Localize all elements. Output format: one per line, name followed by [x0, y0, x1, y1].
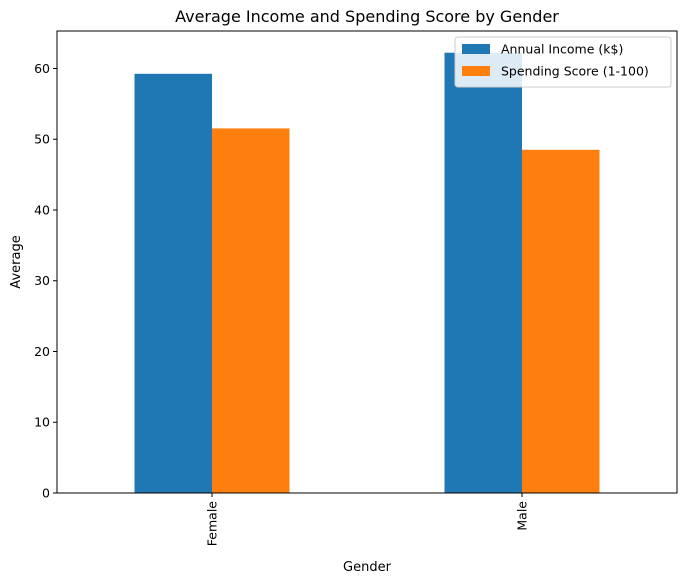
y-axis-label: Average [9, 235, 24, 288]
legend-items: Annual Income (k$) Spending Score (1-100) [462, 42, 649, 79]
legend-box [454, 36, 672, 88]
x-axis-label: Gender [343, 560, 392, 575]
y-tick-label: 20 [34, 344, 50, 359]
y-tick-label: 10 [34, 415, 50, 430]
plot-frame [56, 30, 678, 494]
y-tick-label: 30 [34, 273, 50, 288]
y-tick-label: 60 [34, 61, 50, 76]
x-axis-ticks: Female Male [205, 493, 530, 546]
bar-female-series-1 [134, 73, 212, 493]
x-tick-label-male: Male [515, 501, 530, 531]
legend: Annual Income (k$) Spending Score (1-100) [454, 36, 672, 88]
bar-male-series-2 [522, 149, 600, 493]
legend-label-2: Spending Score (1-100) [501, 64, 649, 79]
legend-swatch-1 [462, 44, 490, 54]
chart-title: Average Income and Spending Score by Gen… [175, 7, 559, 26]
bar-male-series-1 [444, 52, 522, 493]
bars-group [134, 52, 600, 493]
legend-swatch-2 [462, 66, 490, 76]
y-tick-label: 50 [34, 132, 50, 147]
y-tick-label: 0 [42, 486, 50, 501]
x-tick-label-female: Female [205, 501, 220, 547]
legend-label-1: Annual Income (k$) [501, 42, 623, 57]
bar-female-series-2 [212, 128, 290, 493]
y-axis-ticks: 0 10 20 30 40 50 60 [34, 61, 57, 501]
y-tick-label: 40 [34, 202, 50, 217]
